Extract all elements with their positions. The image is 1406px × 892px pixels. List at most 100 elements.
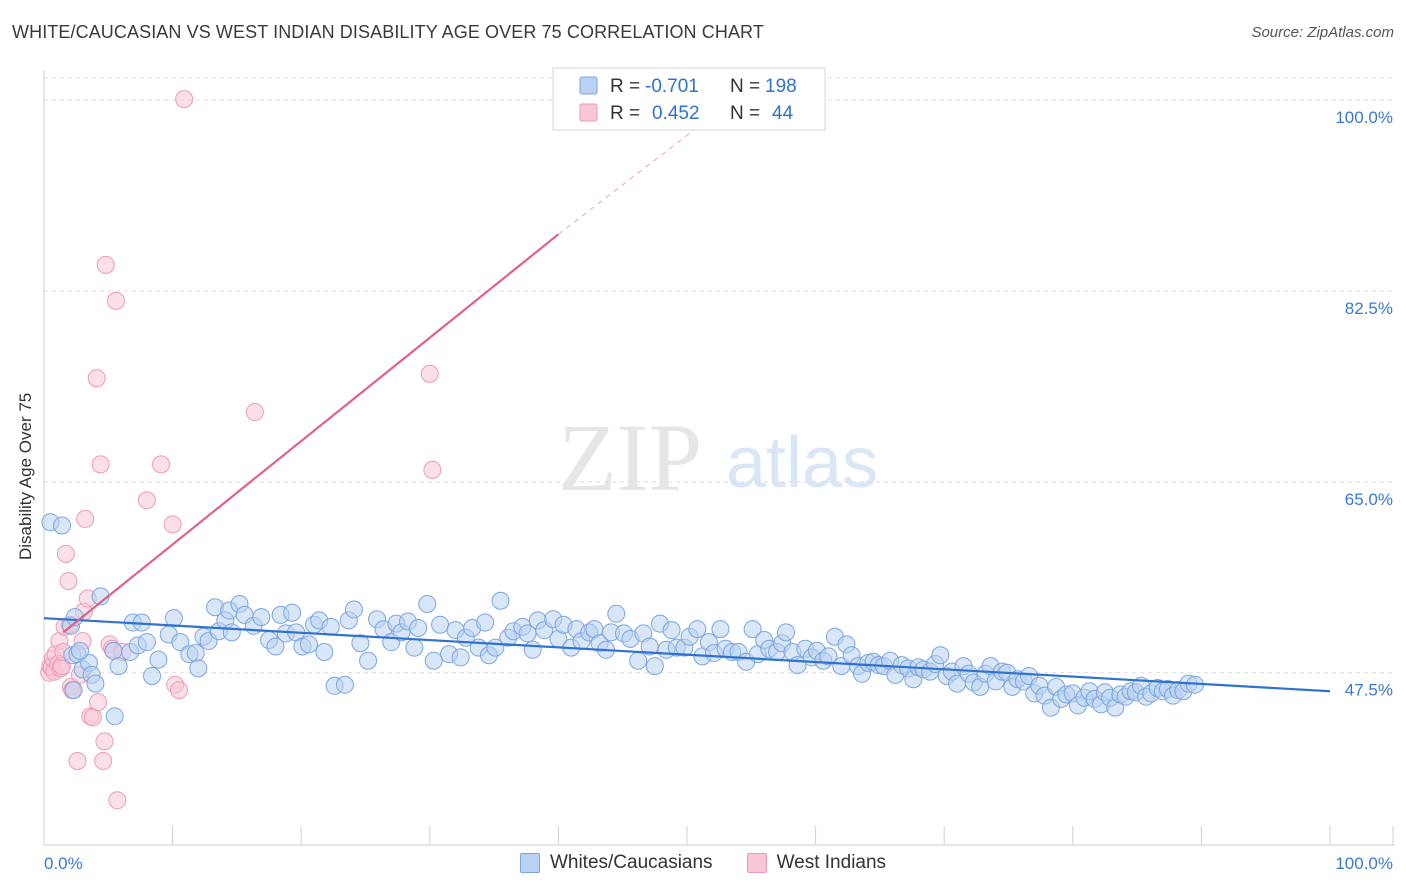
west-indian-point <box>423 460 442 479</box>
white-point <box>931 646 950 665</box>
west-indian-point <box>96 255 115 274</box>
y-tick-label: 82.5% <box>1345 299 1393 318</box>
white-point <box>137 633 156 652</box>
white-point <box>283 603 302 622</box>
whites-points <box>41 513 1204 726</box>
white-point <box>171 633 190 652</box>
white-point <box>777 623 796 642</box>
white-point <box>351 634 370 653</box>
axes <box>43 70 1395 846</box>
white-point <box>688 620 707 639</box>
legend-label-westindians: West Indians <box>776 852 887 873</box>
white-point <box>645 657 664 676</box>
west-indian-point <box>137 491 156 510</box>
west-indian-point <box>59 572 78 591</box>
white-point <box>164 609 183 628</box>
legend-swatch-pink <box>746 853 767 873</box>
white-point <box>149 650 168 669</box>
white-point <box>523 640 542 659</box>
legend-r-value-whites: -0.701 <box>645 76 699 97</box>
west-indian-point <box>163 515 182 534</box>
west-indian-point <box>420 364 439 383</box>
white-point <box>424 651 443 670</box>
x-tick-label: 0.0% <box>44 854 83 873</box>
watermark-atlas: atlas <box>726 423 878 503</box>
white-point <box>451 648 470 667</box>
west-indian-point <box>83 708 102 727</box>
west-indian-point <box>87 369 106 388</box>
white-point <box>86 674 105 693</box>
white-point <box>409 618 428 637</box>
west-indian-point <box>56 544 75 563</box>
white-point <box>418 594 437 613</box>
series-legend: Whites/Caucasians West Indians <box>0 852 1406 874</box>
white-point <box>629 651 648 670</box>
white-point <box>711 620 730 639</box>
west-indian-point <box>94 752 113 771</box>
x-tick-label: 100.0% <box>1335 854 1393 873</box>
west-indian-point <box>245 403 264 422</box>
white-point <box>143 666 162 685</box>
legend-item-whites[interactable]: Whites/Caucasians <box>519 852 713 874</box>
white-point <box>743 620 762 639</box>
west-indians-points <box>40 90 442 810</box>
stats-legend: R = -0.701 N = 198 R = 0.452 N = 44 <box>552 67 826 131</box>
white-point <box>321 617 340 636</box>
trendline-westindians <box>62 233 560 634</box>
legend-swatch-blue <box>519 853 540 873</box>
west-indian-point <box>76 509 95 528</box>
legend-r-value-westindians: 0.452 <box>652 103 700 124</box>
white-point <box>299 635 318 654</box>
legend-n-label-2: N = <box>730 103 760 124</box>
legend-label-whites: Whites/Caucasians <box>549 852 713 873</box>
legend-r-label: R = <box>610 76 640 97</box>
white-point <box>662 621 681 640</box>
white-point <box>105 707 124 726</box>
white-point <box>607 604 626 623</box>
white-point <box>359 651 378 670</box>
legend-n-label: N = <box>730 76 760 97</box>
west-indian-point <box>152 455 171 474</box>
west-indian-point <box>108 791 127 810</box>
legend-swatch-westindians <box>579 103 598 122</box>
legend-r-label-2: R = <box>610 103 640 124</box>
y-tick-label: 65.0% <box>1345 490 1393 509</box>
white-point <box>315 642 334 661</box>
x-tick-labels: 0.0% 100.0% <box>44 854 1393 873</box>
west-indian-point <box>91 455 110 474</box>
white-point <box>189 659 208 678</box>
white-point <box>64 681 83 700</box>
white-point <box>476 613 495 632</box>
white-point <box>491 591 510 610</box>
white-point <box>109 657 128 676</box>
white-point <box>405 638 424 657</box>
watermark-zip: ZIP <box>558 404 702 511</box>
gridlines <box>44 77 1395 674</box>
west-indian-point <box>68 752 87 771</box>
y-axis-label: Disability Age Over 75 <box>16 392 35 560</box>
west-indian-point <box>95 732 114 751</box>
legend-n-value-whites: 198 <box>765 76 797 97</box>
white-point <box>335 675 354 694</box>
white-point <box>53 516 72 535</box>
y-tick-label: 47.5% <box>1345 681 1393 700</box>
white-point <box>186 644 205 663</box>
west-indian-point <box>170 681 189 700</box>
white-point <box>819 647 838 666</box>
trendline-whites <box>43 617 1331 693</box>
white-point <box>344 600 363 619</box>
white-point <box>104 641 123 660</box>
legend-swatch-whites <box>579 76 598 95</box>
source-label: Source: ZipAtlas.com <box>1251 24 1394 41</box>
white-point <box>71 641 90 660</box>
legend-n-value-westindians: 44 <box>772 103 794 124</box>
west-indian-point <box>175 90 194 109</box>
west-indian-point <box>89 693 108 712</box>
white-point <box>431 615 450 634</box>
west-indian-point <box>107 291 126 310</box>
white-point <box>266 637 285 656</box>
y-tick-label: 100.0% <box>1335 108 1393 127</box>
white-point <box>222 623 241 642</box>
legend-item-westindians[interactable]: West Indians <box>746 852 887 874</box>
